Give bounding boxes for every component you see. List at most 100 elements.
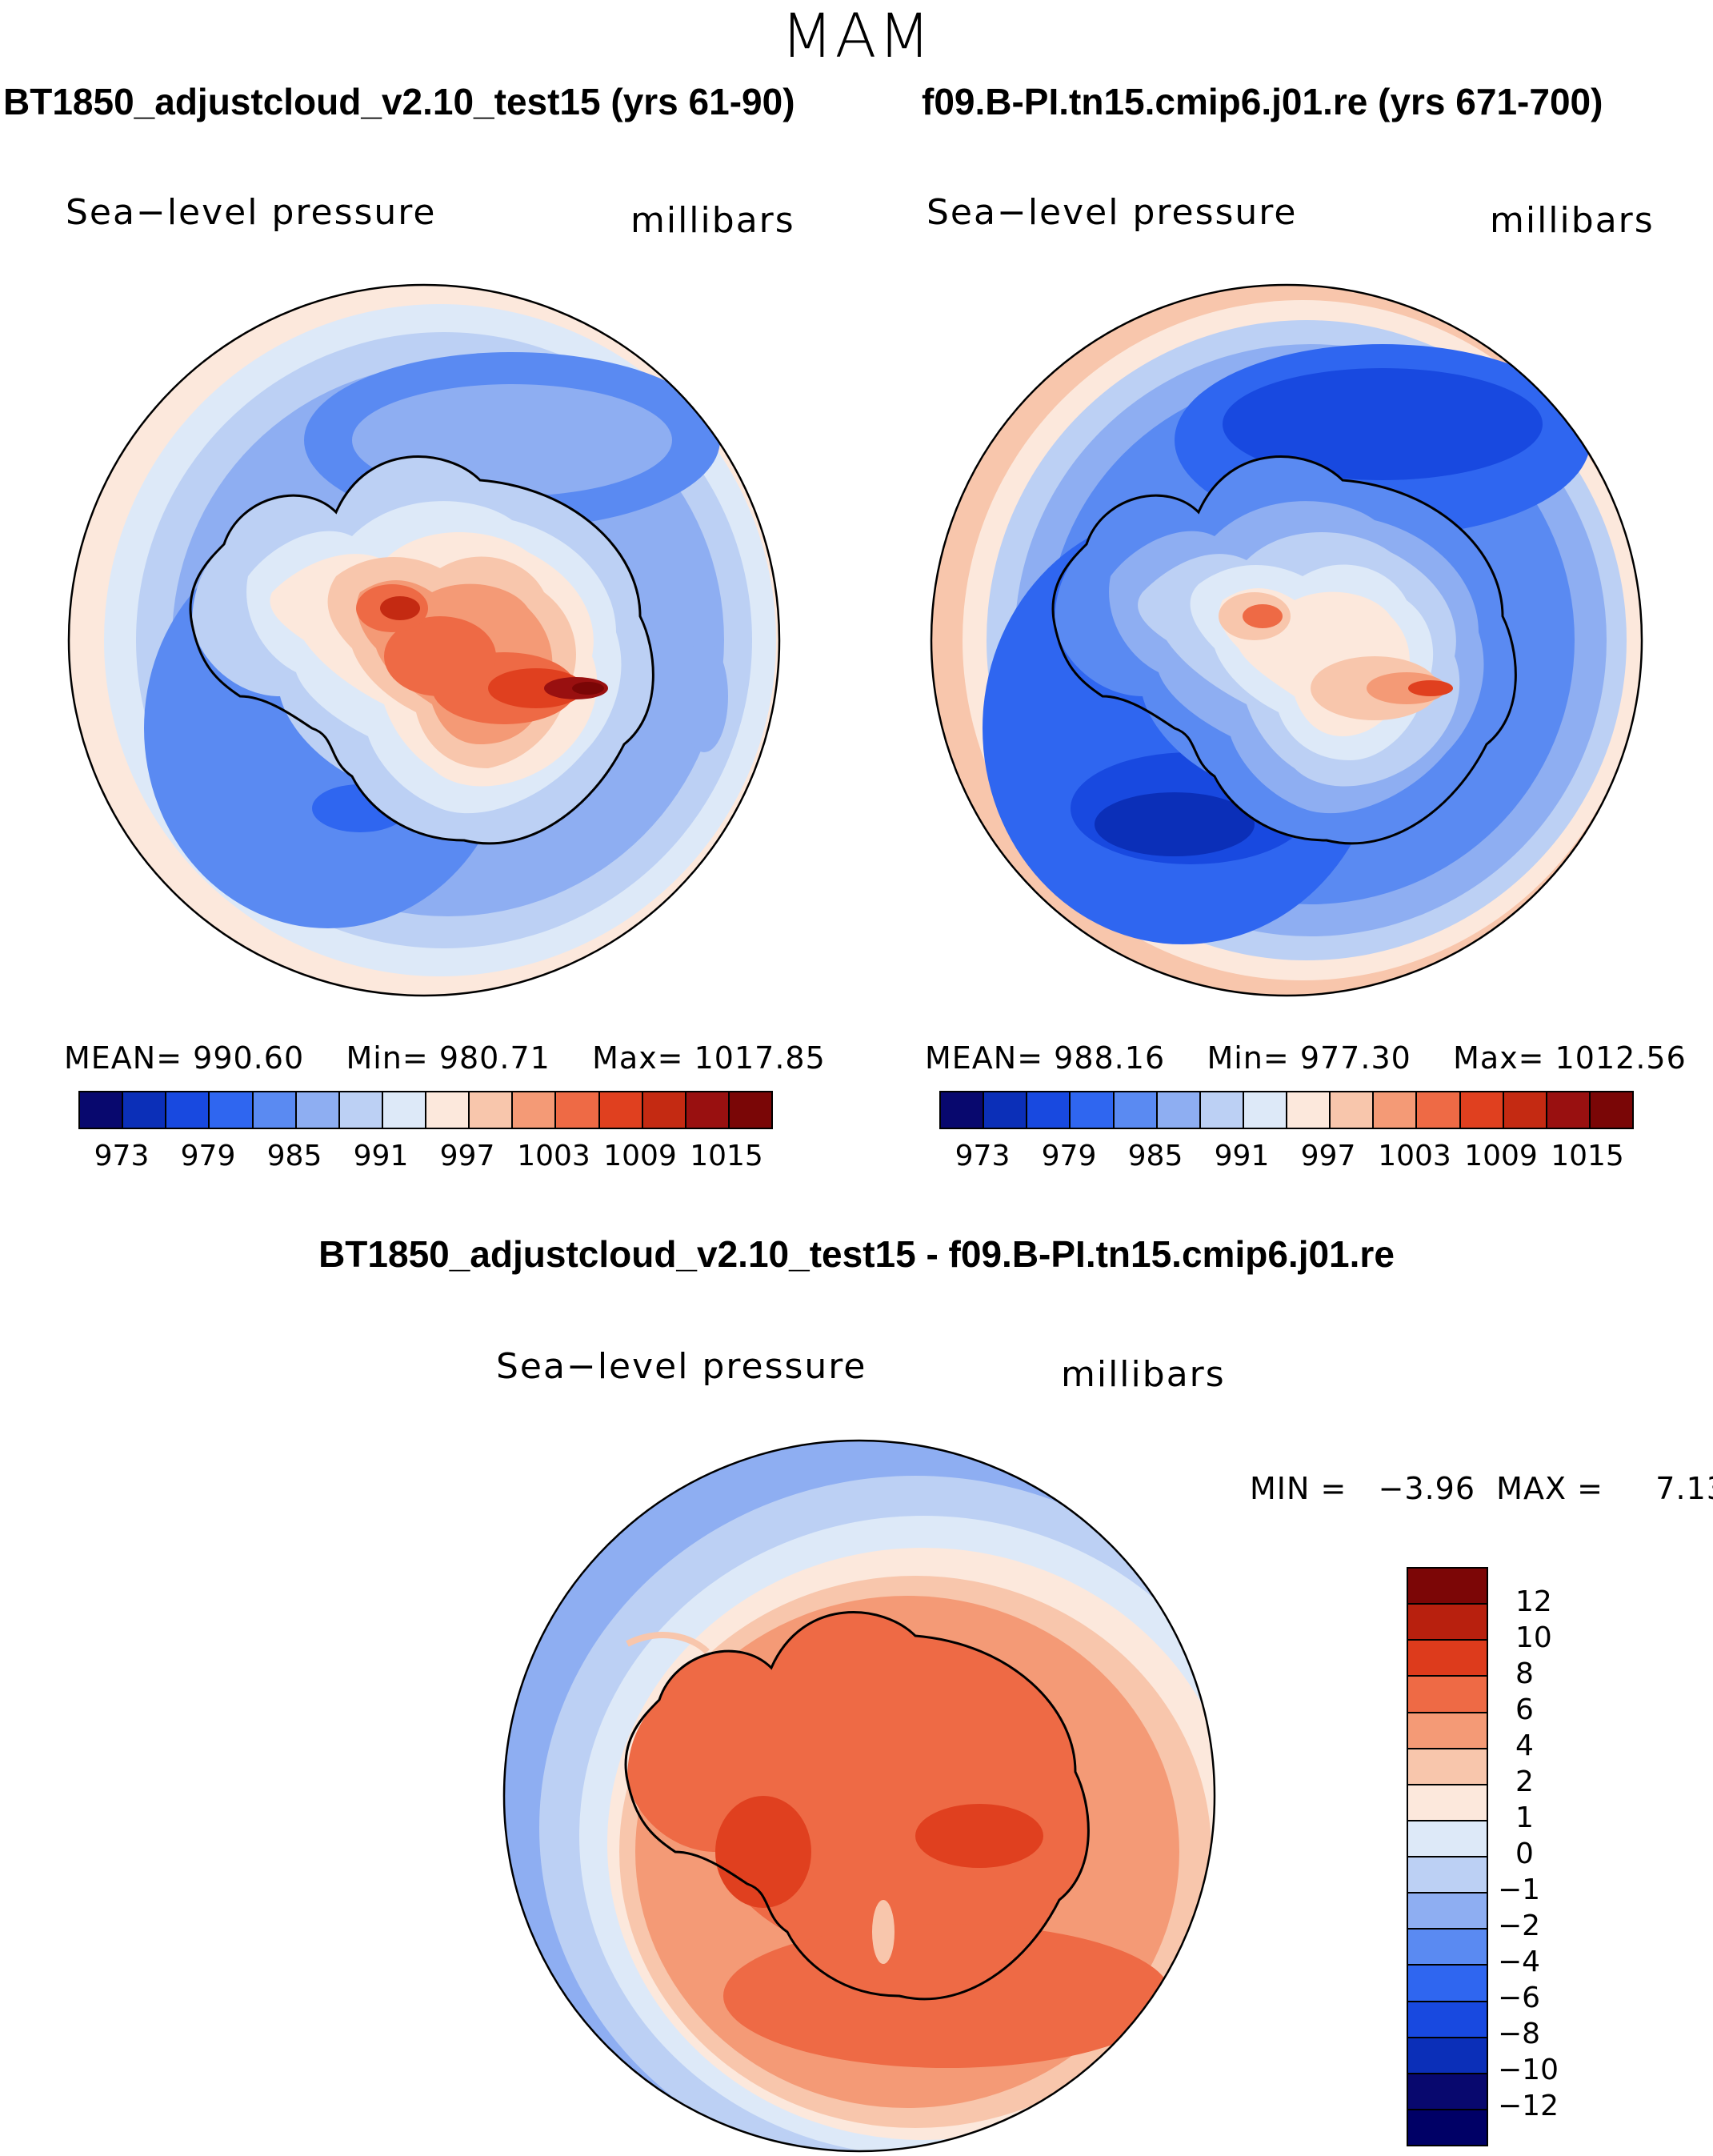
colorbar-swatch (1408, 2074, 1487, 2110)
colorbar-swatch (1408, 1966, 1487, 2002)
colorbar-swatch (339, 1092, 383, 1128)
panel-1-colorbar-ticks: 973 979 985 991 997 1003 1009 1015 (78, 1140, 770, 1175)
colorbar-swatch (253, 1092, 297, 1128)
colorbar-tick-label: 1009 (1464, 1140, 1538, 1172)
figure-title: MAM (780, 0, 933, 71)
colorbar-swatch (1071, 1092, 1115, 1128)
colorbar-swatch (1287, 1092, 1331, 1128)
colorbar-swatch (1027, 1092, 1071, 1128)
colorbar-swatch (123, 1092, 167, 1128)
colorbar-swatch (470, 1092, 514, 1128)
colorbar-tick-label: 991 (1214, 1140, 1270, 1172)
colorbar-swatch (382, 1092, 426, 1128)
diff-panel-map (502, 1439, 1216, 2153)
colorbar-swatch (296, 1092, 340, 1128)
colorbar-tick-label: 979 (180, 1140, 236, 1172)
colorbar-swatch (166, 1092, 210, 1128)
colorbar-swatch (513, 1092, 557, 1128)
colorbar-swatch (1408, 1857, 1487, 1894)
panel-2-title: f09.B-PI.tn15.cmip6.j01.re (yrs 671-700) (922, 81, 1603, 122)
colorbar-swatch (1408, 1605, 1487, 1641)
diff-colorbar (1407, 1567, 1488, 2146)
colorbar-swatch (1408, 1713, 1487, 1749)
colorbar-swatch (1374, 1092, 1418, 1128)
colorbar-swatch (1408, 1569, 1487, 1605)
panel-1-map (67, 283, 781, 997)
colorbar-swatch (1157, 1092, 1201, 1128)
colorbar-swatch (1408, 1894, 1487, 1930)
antarctica-coastline (624, 1611, 1090, 2001)
colorbar-tick-label: 1015 (690, 1140, 763, 1172)
colorbar-tick-label: 2 (1515, 1765, 1534, 1798)
colorbar-tick-label: 997 (439, 1140, 495, 1172)
panel-2-units: millibars (1490, 200, 1655, 241)
colorbar-swatch (1408, 1641, 1487, 1677)
colorbar-swatch (1590, 1092, 1632, 1128)
panel-2-colorbar-ticks: 973 979 985 991 997 1003 1009 1015 (939, 1140, 1631, 1175)
colorbar-tick-label: 1 (1515, 1801, 1534, 1834)
colorbar-swatch (80, 1092, 124, 1128)
colorbar-swatch (1408, 2002, 1487, 2038)
map-boundary (930, 283, 1643, 997)
colorbar-swatch (642, 1092, 686, 1128)
colorbar-swatch (1408, 1785, 1487, 1821)
colorbar-tick-label: 10 (1515, 1621, 1552, 1654)
colorbar-swatch (1114, 1092, 1158, 1128)
colorbar-swatch (1408, 1677, 1487, 1713)
colorbar-tick-label: 985 (266, 1140, 322, 1172)
antarctica-coastline (189, 455, 654, 845)
antarctica-coastline (1051, 455, 1517, 845)
diff-colorbar-ticks: 12 10 8 6 4 2 1 0 −1 −2 −4 −6 −8 −10 −12 (1498, 1567, 1626, 2143)
colorbar-swatch (426, 1092, 470, 1128)
colorbar-tick-label: 1009 (603, 1140, 677, 1172)
map-boundary (67, 283, 781, 997)
colorbar-swatch (556, 1092, 600, 1128)
colorbar-tick-label: 1003 (517, 1140, 590, 1172)
colorbar-swatch (1243, 1092, 1287, 1128)
panel-2-variable: Sea−level pressure (927, 192, 1298, 233)
panel-2-stats: MEAN= 988.16 Min= 977.30 Max= 1012.56 (925, 1040, 1687, 1076)
colorbar-swatch (941, 1092, 985, 1128)
colorbar-swatch (1408, 1749, 1487, 1785)
panel-1-units: millibars (630, 200, 795, 241)
colorbar-tick-label: −10 (1498, 2054, 1559, 2086)
panel-1-variable: Sea−level pressure (66, 192, 437, 233)
colorbar-tick-label: 8 (1515, 1657, 1534, 1690)
panel-1-stats: MEAN= 990.60 Min= 980.71 Max= 1017.85 (64, 1040, 826, 1076)
colorbar-tick-label: 973 (955, 1140, 1011, 1172)
panel-1-title: BT1850_adjustcloud_v2.10_test15 (yrs 61-… (3, 81, 795, 122)
diff-panel-minmax: MIN = −3.96 MAX = 7.13 (1250, 1471, 1713, 1506)
diff-panel-title: BT1850_adjustcloud_v2.10_test15 - f09.B-… (318, 1233, 1395, 1275)
colorbar-tick-label: −1 (1498, 1873, 1541, 1906)
colorbar-swatch (1408, 1821, 1487, 1857)
colorbar-swatch (729, 1092, 771, 1128)
colorbar-tick-label: 985 (1127, 1140, 1183, 1172)
colorbar-swatch (1408, 1930, 1487, 1966)
colorbar-tick-label: 997 (1300, 1140, 1356, 1172)
colorbar-tick-label: −12 (1498, 2090, 1559, 2122)
diff-panel-variable: Sea−level pressure (496, 1346, 867, 1387)
colorbar-swatch (1408, 2110, 1487, 2145)
colorbar-swatch (210, 1092, 254, 1128)
colorbar-swatch (599, 1092, 643, 1128)
colorbar-swatch (1547, 1092, 1591, 1128)
panel-1-colorbar (78, 1091, 773, 1129)
colorbar-swatch (1331, 1092, 1375, 1128)
panel-2-colorbar (939, 1091, 1634, 1129)
colorbar-tick-label: −4 (1498, 1946, 1541, 1978)
colorbar-swatch (1460, 1092, 1504, 1128)
colorbar-tick-label: 1015 (1551, 1140, 1624, 1172)
colorbar-tick-label: 1003 (1378, 1140, 1451, 1172)
colorbar-tick-label: 973 (94, 1140, 150, 1172)
colorbar-tick-label: 12 (1515, 1585, 1552, 1618)
colorbar-swatch (686, 1092, 730, 1128)
colorbar-tick-label: 0 (1515, 1837, 1534, 1870)
colorbar-tick-label: 4 (1515, 1729, 1534, 1762)
panel-2-map (930, 283, 1643, 997)
colorbar-swatch (984, 1092, 1028, 1128)
colorbar-swatch (1408, 2038, 1487, 2074)
colorbar-swatch (1200, 1092, 1244, 1128)
diff-panel-units: millibars (1061, 1354, 1226, 1395)
antarctica-region (627, 1612, 1089, 1999)
map-boundary (502, 1439, 1216, 2153)
